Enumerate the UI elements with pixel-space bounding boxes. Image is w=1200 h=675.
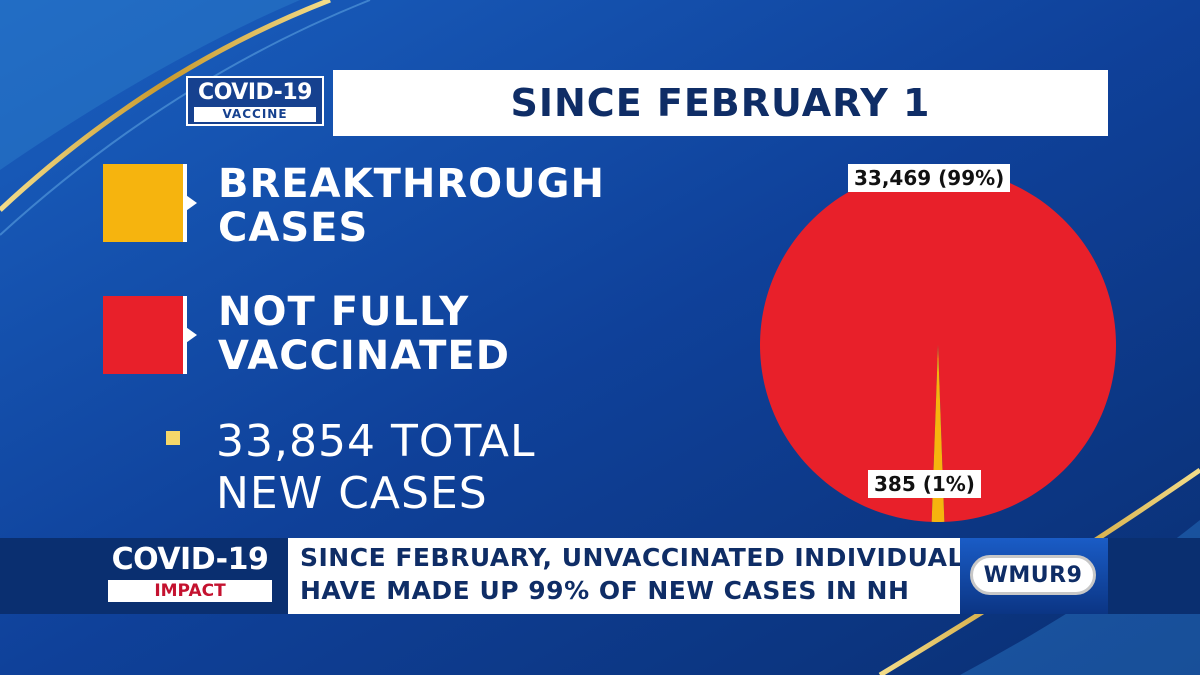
title-bar: SINCE FEBRUARY 1 [333,70,1108,136]
legend-not-vaccinated-line1: NOT FULLY [218,289,470,335]
station-logo: WMUR9 [960,538,1108,614]
logo-top-big: COVID-19 [198,80,312,105]
lower-third-line2: HAVE MADE UP 99% OF NEW CASES IN NH [300,576,910,605]
legend-label-not-vaccinated: NOT FULLY VACCINATED [218,290,510,378]
covid-impact-logo: COVID-19 IMPACT [100,540,280,610]
legend-breakthrough-line1: BREAKTHROUGH [218,161,605,207]
pie-label-not-vaccinated: 33,469 (99%) [848,164,1011,192]
total-cases-text: 33,854 TOTAL NEW CASES [216,416,536,520]
lt-logo-big: COVID-19 [111,542,269,577]
logo-top-small: VACCINE [194,107,316,122]
lt-logo-small: IMPACT [108,580,272,602]
bullet-icon [166,431,180,445]
legend-breakthrough-line2: CASES [218,205,369,251]
pie-label-breakthrough: 385 (1%) [868,470,981,498]
legend-not-vaccinated-line2: VACCINATED [218,333,510,379]
legend-swatch-not-vaccinated [103,296,197,374]
total-line1: 33,854 TOTAL [216,416,536,467]
legend-swatch-breakthrough [103,164,197,242]
station-name: WMUR9 [983,562,1083,588]
pie-slice-not-vaccinated [760,168,1116,522]
total-line2: NEW CASES [216,468,488,519]
chart-title: SINCE FEBRUARY 1 [510,81,931,125]
legend-label-breakthrough: BREAKTHROUGH CASES [218,162,605,250]
covid-vaccine-logo: COVID-19 VACCINE [186,76,324,126]
station-pill: WMUR9 [970,555,1096,595]
lower-third-line1: SINCE FEBRUARY, UNVACCINATED INDIVIDUALS [300,543,983,572]
lower-third-text-box [288,538,960,614]
